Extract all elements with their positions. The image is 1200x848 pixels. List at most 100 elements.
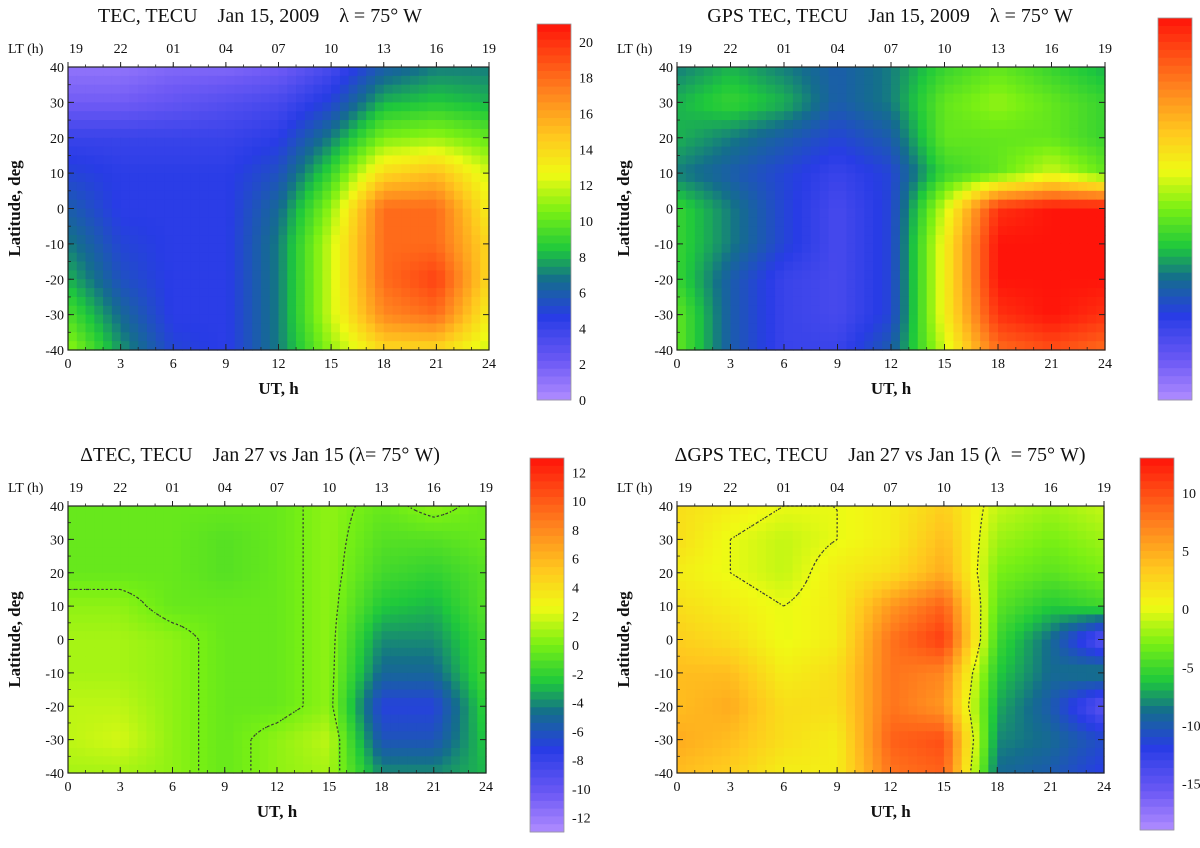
heatmap-cell: [260, 67, 271, 77]
heatmap-cell: [111, 756, 121, 766]
colorbar-swatch: [537, 306, 571, 315]
heatmap-cell: [146, 756, 156, 766]
heatmap-cell: [331, 164, 341, 174]
heatmap-cell: [111, 731, 121, 741]
heatmap-cell: [471, 75, 481, 86]
heatmap-cell: [260, 270, 271, 280]
heatmap-cell: [685, 173, 696, 183]
heatmap-cell: [364, 564, 374, 574]
heatmap-cell: [146, 323, 157, 333]
lt-tick-label: 19: [482, 42, 496, 57]
heatmap-cell: [304, 190, 315, 201]
heatmap-cell: [989, 128, 999, 139]
heatmap-cell: [268, 581, 278, 591]
heatmap-cell: [944, 75, 955, 86]
heatmap-cell: [269, 208, 280, 218]
heatmap-cell: [339, 128, 350, 139]
heatmap-cell: [775, 279, 785, 289]
colorbar-swatch: [1158, 232, 1192, 242]
heatmap-cell: [103, 67, 113, 77]
heatmap-cell: [453, 314, 464, 325]
heatmap-cell: [172, 672, 182, 682]
heatmap-cell: [1096, 190, 1106, 201]
heatmap-cell: [462, 128, 473, 139]
heatmap-cell: [891, 341, 901, 351]
heatmap-cell: [468, 539, 478, 549]
heatmap-cell: [1069, 111, 1079, 121]
heatmap-cell: [294, 764, 304, 774]
heatmap-cell: [873, 137, 883, 148]
heatmap-cell: [128, 522, 139, 532]
heatmap-cell: [442, 664, 452, 674]
heatmap-cell: [94, 656, 104, 666]
heatmap-cell: [899, 314, 910, 325]
heatmap-cell: [94, 155, 104, 165]
colorbar-swatch: [1158, 264, 1192, 274]
heatmap-cell: [68, 564, 78, 574]
heatmap-cell: [899, 252, 910, 263]
heatmap-cell: [250, 631, 261, 641]
heatmap-cell: [721, 173, 732, 183]
heatmap-cell: [259, 564, 269, 574]
heatmap-cell: [445, 235, 455, 245]
heatmap-cell: [111, 199, 122, 210]
heatmap-cell: [882, 128, 892, 139]
heatmap-cell: [971, 270, 981, 280]
heatmap-cell: [748, 305, 758, 316]
heatmap-cell: [685, 341, 696, 351]
heatmap-cell: [303, 714, 313, 724]
heatmap-cell: [792, 305, 803, 316]
heatmap-cell: [471, 261, 481, 271]
heatmap-cell: [810, 137, 821, 148]
heatmap-cell: [442, 547, 452, 557]
heatmap-cell: [998, 181, 1008, 192]
heatmap-cell: [217, 332, 227, 342]
heatmap-cell: [442, 672, 452, 682]
heatmap-cell: [1006, 146, 1017, 157]
heatmap-cell: [381, 597, 391, 607]
heatmap-cell: [819, 199, 830, 210]
heatmap-cell: [962, 128, 972, 139]
heatmap-cell: [407, 514, 417, 524]
heatmap-cell: [908, 120, 919, 130]
heatmap-cell: [346, 756, 356, 766]
heatmap-cell: [944, 296, 955, 307]
heatmap-cell: [962, 226, 972, 236]
heatmap-cell: [398, 614, 409, 624]
heatmap-cell: [76, 199, 87, 210]
heatmap-cell: [111, 93, 122, 103]
heatmap-cell: [468, 722, 478, 732]
heatmap-cell: [1096, 111, 1106, 121]
heatmap-cell: [374, 128, 385, 139]
heatmap-cell: [337, 622, 348, 632]
heatmap-cell: [233, 581, 243, 591]
heatmap-cell: [111, 323, 122, 333]
heatmap-cell: [233, 714, 243, 724]
heatmap-cell: [685, 120, 696, 130]
heatmap-cell: [173, 323, 183, 333]
heatmap-cell: [172, 664, 182, 674]
heatmap-cell: [155, 522, 165, 532]
heatmap-cell: [173, 146, 183, 157]
heatmap-cell: [433, 747, 444, 757]
heatmap-cell: [784, 173, 794, 183]
heatmap-cell: [410, 341, 420, 351]
heatmap-cell: [694, 137, 705, 148]
heatmap-cell: [471, 164, 481, 174]
heatmap-cell: [111, 556, 121, 565]
heatmap-cell: [381, 756, 391, 766]
heatmap-cell: [68, 164, 78, 174]
heatmap-cell: [234, 181, 245, 192]
heatmap-cell: [477, 664, 487, 674]
heatmap-cell: [390, 681, 400, 691]
heatmap-cell: [398, 589, 409, 599]
heatmap-cell: [453, 261, 464, 271]
heatmap-field: [677, 67, 1106, 351]
heatmap-cell: [908, 137, 919, 148]
heatmap-cell: [103, 252, 113, 263]
heatmap-cell: [329, 731, 339, 741]
heatmap-cell: [1024, 305, 1035, 316]
heatmap-cell: [372, 614, 383, 624]
heatmap-cell: [401, 217, 411, 227]
heatmap-cell: [76, 614, 87, 624]
